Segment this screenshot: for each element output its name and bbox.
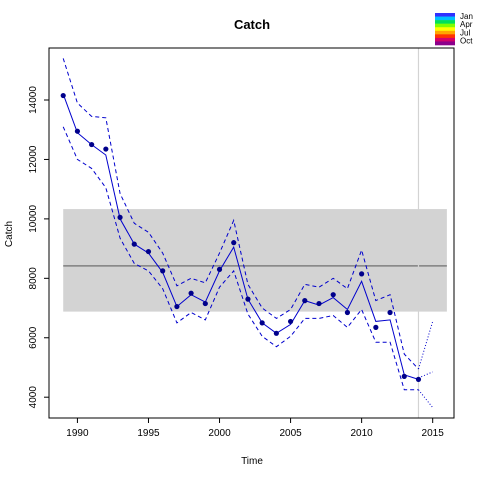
x-tick-label: 2005 — [279, 428, 302, 439]
x-tick-label: 2010 — [351, 428, 374, 439]
y-tick-label: 4000 — [28, 386, 39, 409]
data-point — [103, 146, 109, 152]
y-tick-label: 6000 — [28, 326, 39, 349]
data-point — [259, 320, 265, 326]
y-tick-label: 8000 — [28, 267, 39, 290]
data-point — [231, 240, 237, 246]
legend-swatch — [435, 16, 455, 21]
data-point — [287, 318, 294, 325]
axes-layer: 1990 1995 2000 2005 2010 2015 4000 6000 8000 1000… — [28, 47, 455, 439]
data-point — [359, 271, 365, 277]
y-tick-label: 10000 — [28, 205, 39, 233]
plot-frame — [48, 47, 455, 419]
legend-swatch — [435, 13, 455, 17]
data-point — [373, 324, 379, 330]
series-line-projection-upper — [418, 321, 434, 370]
data-point — [216, 266, 223, 273]
series-line-projection-lower — [418, 389, 434, 408]
chart-title: Catch — [234, 17, 270, 32]
reference-band — [63, 209, 447, 312]
data-point — [74, 128, 81, 134]
series-line-projection-mid — [418, 371, 433, 379]
series-line-lower — [62, 126, 419, 391]
legend-swatch — [435, 37, 455, 42]
legend-swatch — [435, 27, 455, 32]
legend-swatch — [435, 30, 455, 35]
legend-label: Apr — [460, 20, 473, 29]
data-point — [330, 292, 336, 298]
data-point — [302, 298, 308, 304]
data-point — [401, 373, 407, 379]
data-point — [202, 300, 208, 307]
legend-label: Jul — [460, 28, 470, 37]
data-point — [344, 309, 351, 316]
data-point — [60, 92, 66, 99]
data-point — [188, 290, 194, 296]
data-point — [387, 309, 393, 316]
legend-swatch — [435, 20, 455, 24]
data-point — [160, 268, 166, 274]
x-axis-label: Time — [241, 456, 263, 467]
data-point — [245, 296, 251, 302]
data-point — [174, 303, 180, 310]
series-line-fitted — [62, 93, 419, 380]
legend-swatch — [435, 41, 455, 46]
x-tick-label: 2015 — [422, 428, 445, 439]
data-point — [131, 241, 137, 247]
plot-layer — [60, 48, 447, 418]
data-point — [117, 214, 123, 220]
x-tick-label: 1995 — [137, 428, 160, 439]
data-point — [145, 248, 152, 255]
legend-label: Jan — [460, 12, 473, 21]
series-line-upper — [62, 58, 419, 370]
legend-swatch — [435, 34, 455, 39]
y-tick-label: 14000 — [28, 86, 39, 114]
y-axis-label: Catch — [4, 221, 15, 247]
data-point — [415, 376, 422, 382]
data-point — [273, 330, 279, 336]
data-point — [316, 300, 322, 307]
legend-label: Oct — [460, 37, 473, 46]
y-tick-label: 12000 — [28, 145, 39, 173]
x-tick-label: 2000 — [208, 428, 231, 439]
legend-swatch — [435, 23, 455, 28]
data-point — [89, 141, 95, 148]
x-tick-label: 1990 — [66, 428, 89, 439]
